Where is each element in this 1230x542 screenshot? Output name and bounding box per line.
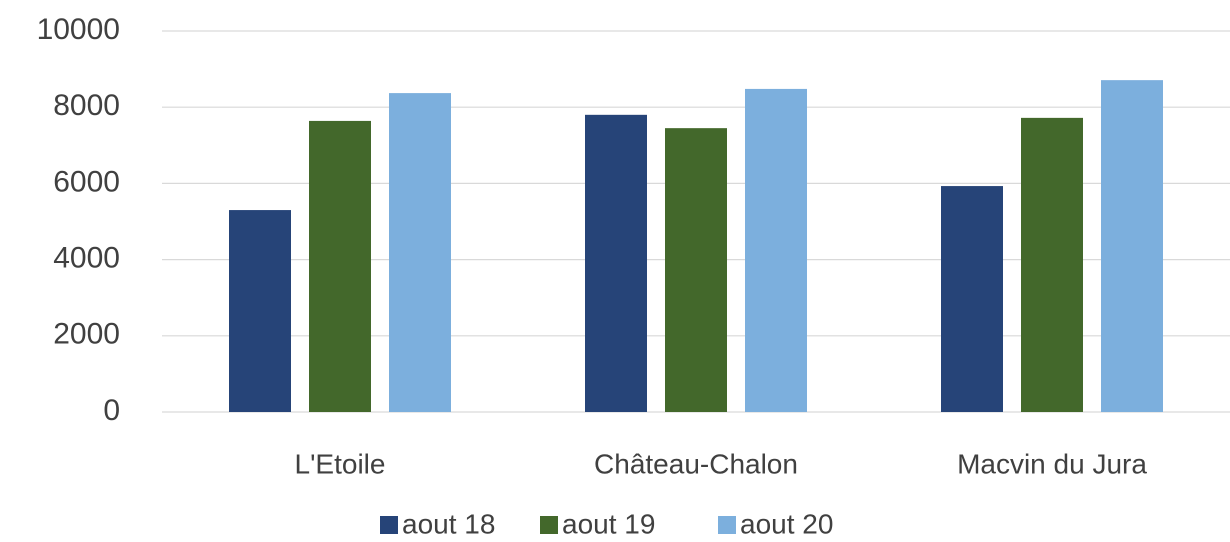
bar xyxy=(389,93,451,412)
y-tick-label: 8000 xyxy=(53,89,120,122)
y-tick-label: 0 xyxy=(103,394,120,427)
bar xyxy=(665,128,727,412)
x-tick-label: L'Etoile xyxy=(295,448,386,479)
bar xyxy=(309,120,371,412)
bar xyxy=(229,210,291,412)
legend-label: aout 18 xyxy=(402,508,495,539)
y-tick-label: 6000 xyxy=(53,165,120,198)
legend-swatch xyxy=(718,516,736,534)
x-tick-label: Macvin du Jura xyxy=(957,448,1147,479)
bar xyxy=(941,186,1003,412)
bar xyxy=(585,114,647,412)
y-tick-label: 4000 xyxy=(53,242,120,275)
y-tick-label: 10000 xyxy=(37,13,120,46)
x-tick-label: Château-Chalon xyxy=(594,448,798,479)
bar xyxy=(1021,117,1083,413)
legend-label: aout 20 xyxy=(740,508,833,539)
y-tick-label: 2000 xyxy=(53,318,120,351)
bar xyxy=(745,88,807,413)
legend-swatch xyxy=(540,516,558,534)
bar xyxy=(1101,80,1163,413)
legend-swatch xyxy=(380,516,398,534)
legend-label: aout 19 xyxy=(562,508,655,539)
